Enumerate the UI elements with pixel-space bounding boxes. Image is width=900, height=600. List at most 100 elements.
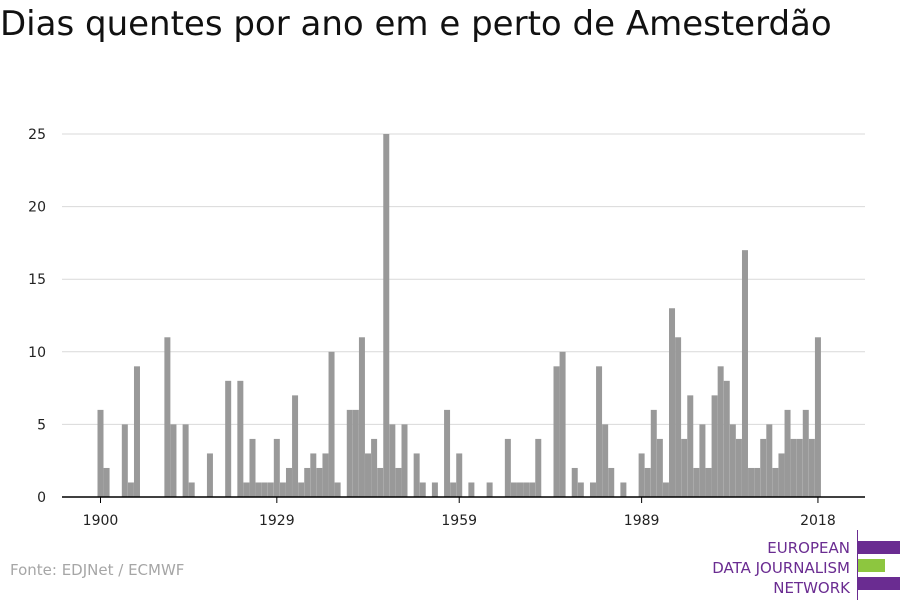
bar-1972 bbox=[535, 438, 542, 497]
bar-1941 bbox=[346, 409, 353, 497]
bar-1934 bbox=[304, 467, 311, 497]
bar-1901 bbox=[103, 467, 110, 497]
y-tick-label-25: 25 bbox=[28, 127, 46, 143]
bar-1945 bbox=[371, 438, 378, 497]
bar-1952 bbox=[413, 453, 420, 497]
y-tick-label-5: 5 bbox=[37, 417, 46, 433]
bar-2003 bbox=[723, 380, 730, 497]
bar-1912 bbox=[170, 424, 177, 497]
edjnet-logo: EUROPEAN DATA JOURNALISM NETWORK bbox=[700, 530, 900, 600]
bar-1961 bbox=[468, 482, 475, 497]
x-tick-label-2018: 2018 bbox=[800, 513, 836, 529]
bar-1957 bbox=[444, 409, 451, 497]
bar-1906 bbox=[133, 366, 140, 497]
bar-2010 bbox=[766, 424, 773, 497]
bar-1938 bbox=[328, 351, 335, 497]
bar-1971 bbox=[529, 482, 536, 497]
x-tick-label-1989: 1989 bbox=[624, 513, 660, 529]
bar-1970 bbox=[523, 482, 530, 497]
bar-2006 bbox=[741, 250, 748, 497]
bar-2011 bbox=[772, 467, 779, 497]
bar-1994 bbox=[669, 308, 676, 497]
bar-1924 bbox=[243, 482, 250, 497]
bar-2005 bbox=[735, 438, 742, 497]
x-tick-label-1900: 1900 bbox=[83, 513, 119, 529]
bar-1950 bbox=[401, 424, 408, 497]
bar-1964 bbox=[486, 482, 493, 497]
bar-1942 bbox=[352, 409, 359, 497]
bar-1968 bbox=[510, 482, 517, 497]
bar-1997 bbox=[687, 395, 694, 497]
x-tick-label-1929: 1929 bbox=[259, 513, 295, 529]
chart-title: Dias quentes por ano em e perto de Amest… bbox=[0, 4, 832, 44]
bar-2015 bbox=[796, 438, 803, 497]
bar-1900 bbox=[97, 409, 104, 497]
y-tick-label-10: 10 bbox=[28, 345, 46, 361]
bar-1939 bbox=[334, 482, 341, 497]
y-axis-labels: 0 5 10 15 20 25 bbox=[28, 127, 46, 506]
bar-2004 bbox=[729, 424, 736, 497]
source-note: Fonte: EDJNet / ECMWF bbox=[10, 561, 185, 579]
bar-2000 bbox=[705, 467, 712, 497]
bar-1911 bbox=[164, 337, 171, 497]
bar-1937 bbox=[322, 453, 329, 497]
bar-1953 bbox=[419, 482, 426, 497]
logo-line-3: NETWORK bbox=[773, 579, 850, 597]
logo-stripe-top bbox=[858, 541, 900, 554]
bar-1946 bbox=[377, 467, 384, 497]
bar-1949 bbox=[395, 467, 402, 497]
bar-2002 bbox=[717, 366, 724, 497]
bar-1931 bbox=[285, 467, 292, 497]
bar-1982 bbox=[596, 366, 603, 497]
y-tick-label-0: 0 bbox=[37, 490, 46, 506]
bar-2001 bbox=[711, 395, 718, 497]
bar-1932 bbox=[292, 395, 299, 497]
bar-1991 bbox=[650, 409, 657, 497]
bar-1967 bbox=[504, 438, 511, 497]
bar-2016 bbox=[802, 409, 809, 497]
bar-1947 bbox=[383, 134, 390, 497]
logo-wordmark: EUROPEAN DATA JOURNALISM NETWORK bbox=[712, 538, 850, 598]
bar-1993 bbox=[662, 482, 669, 497]
bar-1955 bbox=[431, 482, 438, 497]
logo-line-2: DATA JOURNALISM bbox=[712, 559, 850, 577]
bar-1959 bbox=[456, 453, 463, 497]
x-tick-label-1959: 1959 bbox=[441, 513, 477, 529]
bar-1929 bbox=[273, 438, 280, 497]
bar-1981 bbox=[589, 482, 596, 497]
bar-1975 bbox=[553, 366, 560, 497]
bar-1943 bbox=[358, 337, 365, 497]
bar-1915 bbox=[188, 482, 195, 497]
bar-1979 bbox=[577, 482, 584, 497]
bar-1996 bbox=[681, 438, 688, 497]
bar-1976 bbox=[559, 351, 566, 497]
bar-1989 bbox=[638, 453, 645, 497]
bar-1958 bbox=[450, 482, 457, 497]
bar-1992 bbox=[656, 438, 663, 497]
bar-1923 bbox=[237, 380, 244, 497]
bar-1944 bbox=[365, 453, 372, 497]
bar-2014 bbox=[790, 438, 797, 497]
bar-1927 bbox=[261, 482, 268, 497]
bar-1925 bbox=[249, 438, 256, 497]
bar-1986 bbox=[620, 482, 627, 497]
bar-2017 bbox=[808, 438, 815, 497]
bar-1969 bbox=[517, 482, 524, 497]
bar-1999 bbox=[699, 424, 706, 497]
bar-1936 bbox=[316, 467, 323, 497]
bar-2013 bbox=[784, 409, 791, 497]
logo-divider bbox=[857, 530, 858, 600]
bar-1921 bbox=[225, 380, 232, 497]
bar-1928 bbox=[267, 482, 274, 497]
bar-1918 bbox=[206, 453, 213, 497]
logo-stripe-bottom bbox=[858, 577, 900, 590]
bar-1926 bbox=[255, 482, 262, 497]
x-axis-ticks: 1900 1929 1959 1989 2018 bbox=[83, 497, 836, 529]
bar-1995 bbox=[675, 337, 682, 497]
bar-1948 bbox=[389, 424, 396, 497]
y-tick-label-15: 15 bbox=[28, 272, 46, 288]
bar-1914 bbox=[182, 424, 189, 497]
bar-2012 bbox=[778, 453, 785, 497]
bar-2008 bbox=[754, 467, 761, 497]
